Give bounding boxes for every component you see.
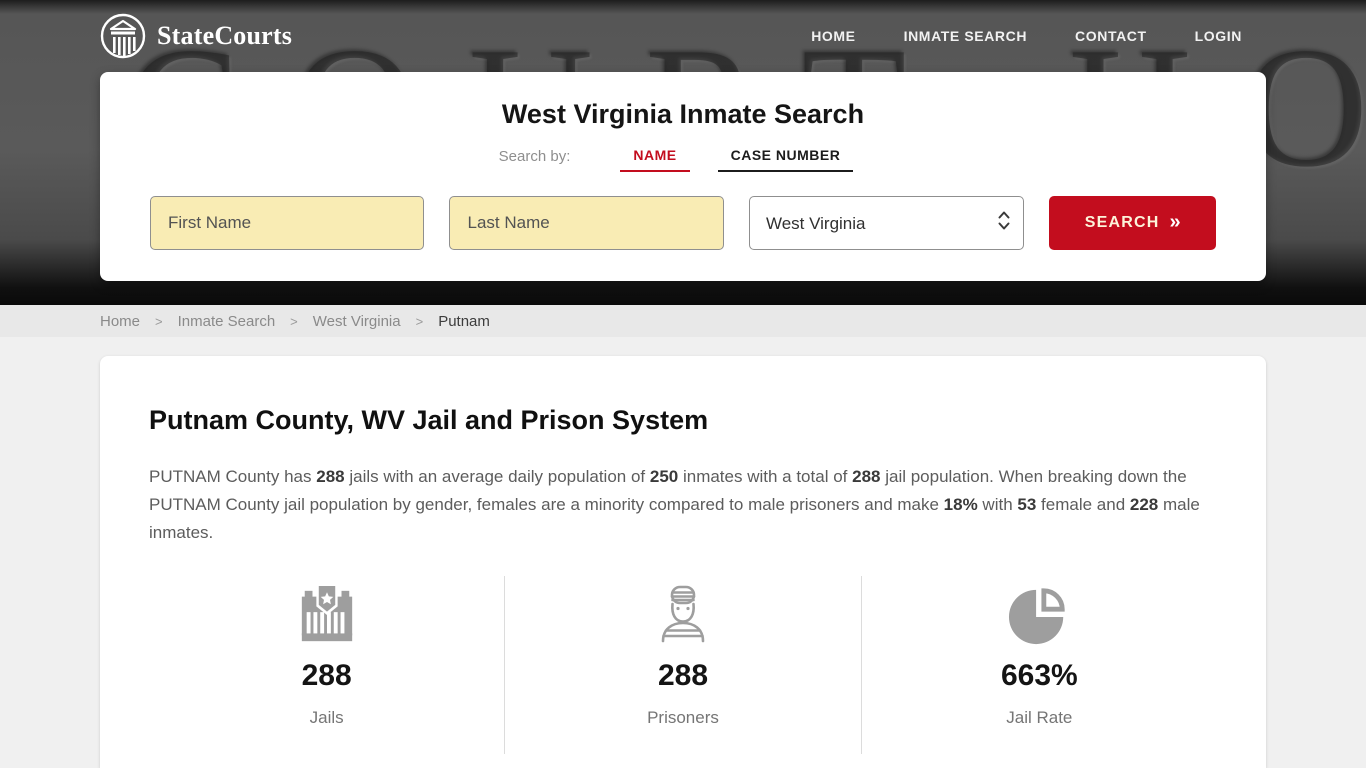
breadcrumb-inmate-search[interactable]: Inmate Search bbox=[177, 312, 276, 330]
pie-chart-icon bbox=[862, 582, 1217, 646]
stat-jail-rate-label: Jail Rate bbox=[1006, 708, 1073, 727]
search-by-label: Search by: bbox=[498, 148, 571, 165]
prisoner-icon bbox=[505, 582, 860, 646]
breadcrumb-separator: > bbox=[415, 313, 424, 329]
breadcrumb-separator: > bbox=[155, 313, 163, 329]
search-panel-title: West Virginia Inmate Search bbox=[501, 99, 865, 129]
search-form: West Virginia SEARCH » bbox=[150, 196, 1217, 250]
courthouse-logo-icon bbox=[100, 13, 146, 59]
stat-prisoners: 288 Prisoners bbox=[504, 576, 862, 754]
stat-jails-label: Jails bbox=[309, 708, 344, 727]
state-select[interactable]: West Virginia bbox=[748, 196, 1025, 250]
county-stats-row: 288 Jails bbox=[149, 576, 1217, 754]
brand-logo-link[interactable]: StateCourts bbox=[100, 13, 292, 59]
tab-search-by-name[interactable]: NAME bbox=[620, 147, 690, 172]
inmate-search-panel: West Virginia Inmate Search Search by: N… bbox=[100, 72, 1266, 281]
jail-building-icon bbox=[149, 582, 504, 646]
tab-search-by-case-number[interactable]: CASE NUMBER bbox=[717, 147, 854, 172]
last-name-input[interactable] bbox=[449, 196, 724, 250]
top-navigation: StateCourts HOME INMATE SEARCH CONTACT L… bbox=[0, 0, 1366, 72]
county-content-card: Putnam County, WV Jail and Prison System… bbox=[100, 356, 1266, 768]
nav-links: HOME INMATE SEARCH CONTACT LOGIN bbox=[811, 28, 1242, 44]
breadcrumb-separator: > bbox=[290, 313, 298, 329]
state-select-wrap: West Virginia bbox=[748, 196, 1025, 250]
nav-item-contact[interactable]: CONTACT bbox=[1075, 28, 1147, 44]
page-title: Putnam County, WV Jail and Prison System bbox=[149, 405, 709, 435]
stat-jails: 288 Jails bbox=[149, 576, 504, 754]
search-button-label: SEARCH bbox=[1084, 214, 1160, 231]
brand-name: StateCourts bbox=[157, 21, 293, 50]
search-button[interactable]: SEARCH » bbox=[1049, 196, 1217, 250]
breadcrumb-west-virginia[interactable]: West Virginia bbox=[312, 312, 401, 330]
nav-item-login[interactable]: LOGIN bbox=[1194, 28, 1242, 44]
search-by-row: Search by: NAME CASE NUMBER bbox=[100, 147, 1266, 172]
stat-prisoners-label: Prisoners bbox=[647, 708, 719, 727]
breadcrumb-current-putnam: Putnam bbox=[438, 312, 490, 330]
breadcrumb-home[interactable]: Home bbox=[100, 312, 141, 330]
stat-jail-rate: 663% Jail Rate bbox=[862, 576, 1217, 754]
stat-prisoners-value: 288 bbox=[657, 659, 709, 692]
breadcrumb: Home > Inmate Search > West Virginia > P… bbox=[0, 305, 1366, 337]
nav-item-home[interactable]: HOME bbox=[811, 28, 856, 44]
nav-item-inmate-search[interactable]: INMATE SEARCH bbox=[903, 28, 1028, 44]
county-summary-paragraph: PUTNAM County has 288 jails with an aver… bbox=[149, 467, 1200, 542]
stat-jails-value: 288 bbox=[301, 659, 352, 692]
double-arrow-icon: » bbox=[1169, 211, 1181, 233]
stat-jail-rate-value: 663% bbox=[1000, 659, 1078, 692]
first-name-input[interactable] bbox=[150, 196, 425, 250]
